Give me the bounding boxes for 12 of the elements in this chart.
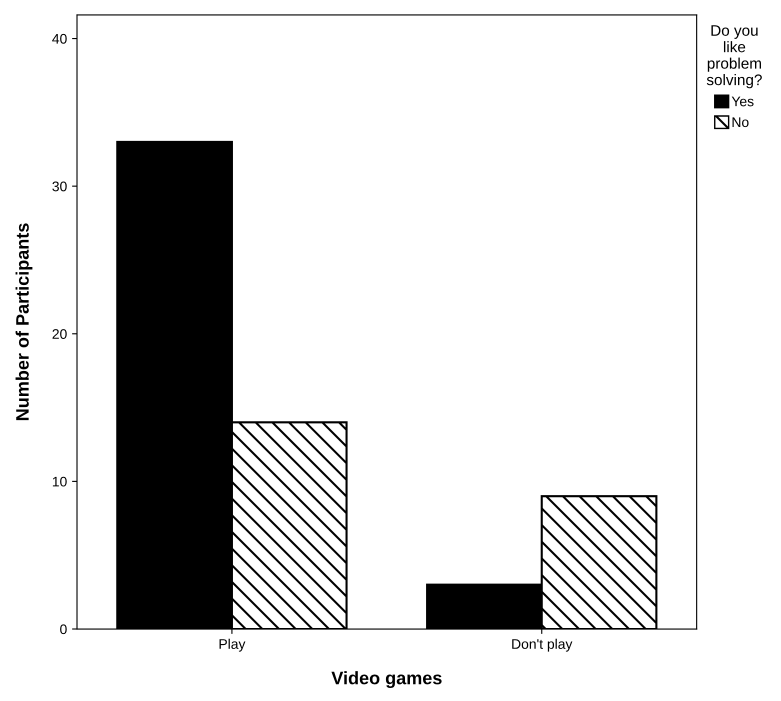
- legend-title: Do you like problem solving?: [706, 25, 762, 88]
- y-tick-label: 10: [52, 476, 67, 487]
- y-tick-label: 30: [52, 182, 67, 192]
- legend-label: Yes: [732, 96, 754, 106]
- x-tick-label: Play: [220, 638, 246, 652]
- legend-label: No: [732, 117, 749, 128]
- y-tick-label: 40: [52, 34, 67, 44]
- y-axis-title: Number of Participants: [16, 223, 32, 420]
- y-tick-label: 20: [52, 329, 67, 339]
- x-tick-label: Don't play: [512, 638, 572, 652]
- y-tick-label: 0: [60, 624, 67, 634]
- x-axis-title: Video games: [331, 671, 442, 688]
